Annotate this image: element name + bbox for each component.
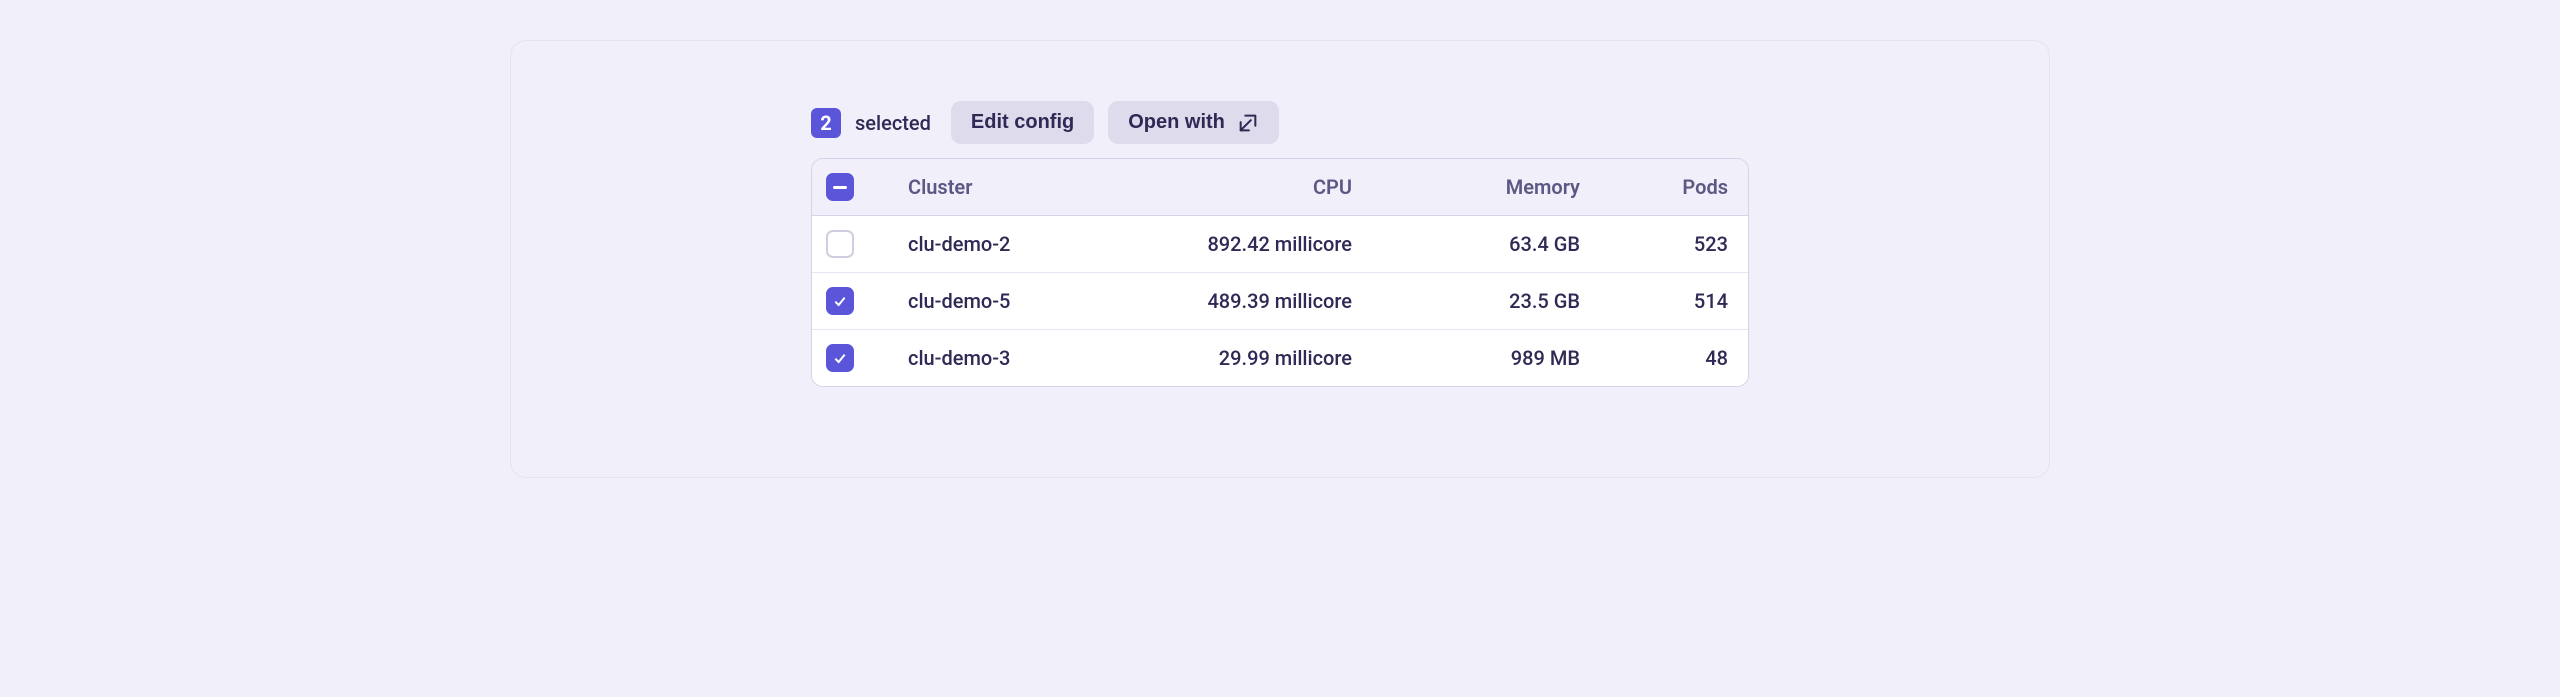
toolbar: 2 selected Edit config Open with [811,101,1749,144]
cluster-table: Cluster CPU Memory Pods clu-demo-2 892.4… [811,158,1749,387]
edit-config-label: Edit config [971,111,1074,134]
panel: 2 selected Edit config Open with Cluster… [510,40,2050,478]
open-external-icon [1237,112,1259,134]
cell-cpu: 892.42 millicore [1132,232,1352,256]
selected-label: selected [855,111,931,135]
row-checkbox[interactable] [826,344,854,372]
cell-cluster: clu-demo-2 [908,232,1124,256]
table-row: clu-demo-3 29.99 millicore 989 MB 48 [812,330,1748,386]
cell-cpu: 29.99 millicore [1132,346,1352,370]
cell-memory: 989 MB [1360,346,1580,370]
table-row: clu-demo-5 489.39 millicore 23.5 GB 514 [812,273,1748,330]
row-checkbox[interactable] [826,230,854,258]
open-with-label: Open with [1128,111,1225,134]
cell-memory: 63.4 GB [1360,232,1580,256]
table-row: clu-demo-2 892.42 millicore 63.4 GB 523 [812,216,1748,273]
edit-config-button[interactable]: Edit config [951,101,1094,144]
column-cpu[interactable]: CPU [1132,175,1352,199]
check-icon [832,293,848,309]
cell-memory: 23.5 GB [1360,289,1580,313]
table-header: Cluster CPU Memory Pods [812,159,1748,216]
select-all-checkbox[interactable] [826,173,854,201]
column-cluster[interactable]: Cluster [908,175,1124,199]
cell-cpu: 489.39 millicore [1132,289,1352,313]
cell-pods: 523 [1588,232,1728,256]
cell-cluster: clu-demo-3 [908,346,1124,370]
table-body: clu-demo-2 892.42 millicore 63.4 GB 523 … [812,216,1748,386]
cell-pods: 514 [1588,289,1728,313]
check-icon [832,350,848,366]
selected-count-badge: 2 [811,108,841,138]
cell-cluster: clu-demo-5 [908,289,1124,313]
row-checkbox[interactable] [826,287,854,315]
column-memory[interactable]: Memory [1360,175,1580,199]
column-pods[interactable]: Pods [1588,175,1728,199]
open-with-button[interactable]: Open with [1108,101,1279,144]
cell-pods: 48 [1588,346,1728,370]
